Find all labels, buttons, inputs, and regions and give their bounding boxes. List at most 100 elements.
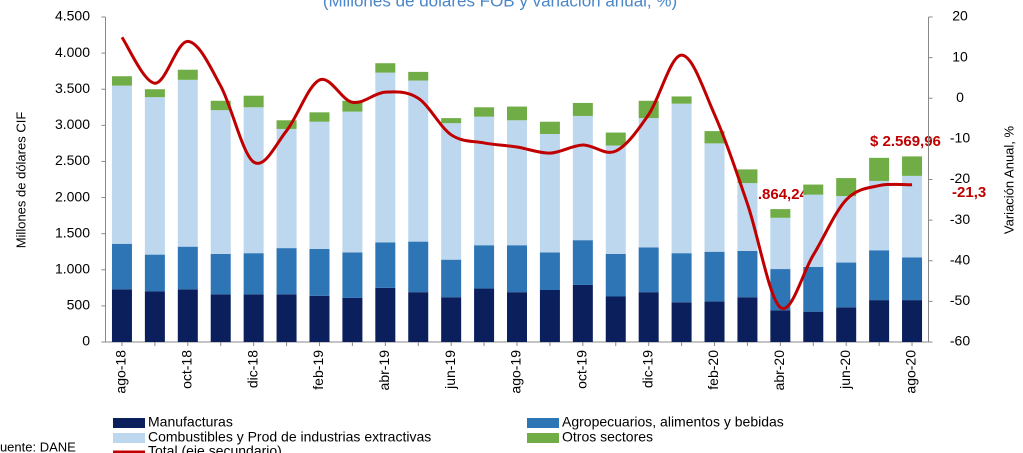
bar-segment (342, 297, 363, 342)
bar-segment (902, 257, 923, 301)
bar-segment (210, 253, 231, 295)
x-tick-label: jun-20 (837, 350, 853, 390)
legend-label: Otros sectores (562, 429, 653, 445)
bar-segment (737, 183, 758, 251)
bar-segment (441, 123, 462, 260)
bar-segment (210, 294, 231, 342)
y-tick-label: 3.000 (55, 116, 90, 132)
x-tick-label: ago-19 (508, 350, 524, 394)
bar-segment (177, 246, 198, 290)
bar-segment (671, 253, 692, 303)
bar-segment (737, 251, 758, 298)
bar-segment (144, 291, 165, 342)
bar-segment (902, 156, 923, 176)
bar-segment (770, 269, 791, 311)
bar-segment (770, 209, 791, 218)
bar-segment (803, 311, 824, 342)
bar-segment (902, 175, 923, 258)
bar-segment (276, 120, 297, 129)
bar-segment (704, 251, 725, 302)
bar-segment (111, 85, 132, 244)
bar-segment (375, 72, 396, 243)
bar-segment (375, 287, 396, 342)
legend-label: Manufacturas (148, 414, 233, 430)
bar-segment (243, 95, 264, 108)
legend-swatch (113, 418, 145, 428)
bar-segment (210, 110, 231, 254)
bar-segment (507, 106, 527, 121)
y2-tick-label: 0 (956, 89, 964, 105)
annotation: $ 2.569,96 (870, 133, 941, 150)
x-tick-label: abr-19 (376, 350, 392, 391)
legend-swatch (527, 433, 559, 443)
bar-segment (177, 289, 198, 342)
y-tick-label: 0 (82, 333, 90, 349)
x-tick-label: feb-19 (310, 350, 326, 390)
x-tick-label: ago-18 (113, 350, 129, 394)
bar-segment (408, 71, 429, 81)
bar-segment (243, 253, 264, 295)
bar-segment (836, 196, 857, 263)
bar-segment (474, 288, 495, 342)
y-tick-label: 4.500 (55, 8, 90, 24)
bar-segment (375, 63, 396, 73)
bar-segment (276, 294, 297, 342)
bar-segment (539, 290, 560, 342)
bar-segment (539, 121, 560, 134)
y2-tick-label: 10 (952, 48, 968, 64)
bar-segment (704, 301, 725, 342)
bar-segment (572, 284, 593, 342)
bar-segment (869, 180, 890, 251)
bar-segment (638, 118, 659, 248)
bar-segment (507, 245, 527, 293)
x-tick-label: jun-19 (442, 350, 458, 390)
bar-segment (474, 116, 495, 246)
x-tick-label: dic-18 (244, 350, 260, 388)
bar-segment (441, 118, 462, 124)
bar-segment (836, 262, 857, 308)
bar-segment (704, 143, 725, 252)
bar-segment (276, 128, 297, 249)
x-tick-label: ago-20 (903, 350, 919, 394)
chart-title: (Millones de dólares FOB y variación anu… (323, 0, 677, 10)
bar-segment (605, 296, 626, 342)
bar-segment (902, 300, 923, 342)
bar-segment (144, 89, 165, 98)
bar-segment (474, 107, 495, 117)
bar-segment (539, 252, 560, 290)
y-tick-label: 1.500 (55, 224, 90, 240)
bar-segment (507, 292, 527, 342)
bar-segment (309, 295, 330, 342)
y-tick-label: 3.500 (55, 80, 90, 96)
bar-segment (737, 297, 758, 342)
bar-segment (309, 248, 330, 296)
bar-segment (605, 132, 626, 146)
bar-segment (441, 259, 462, 298)
bar-segment (210, 100, 231, 111)
y-tick-label: 4.000 (55, 44, 90, 60)
bar-segment (671, 103, 692, 254)
bar-segment (309, 112, 330, 122)
bar-segment (803, 184, 824, 195)
bar-segment (572, 102, 593, 116)
line (120, 36, 913, 311)
x-tick-label: oct-18 (179, 350, 195, 389)
bar-segment (177, 69, 198, 80)
data-label: -21,3 (952, 184, 986, 201)
bar-segment (408, 80, 429, 242)
bar-segment (836, 307, 857, 342)
bar-segment (342, 111, 363, 253)
legend-swatch (113, 433, 145, 443)
bar-segment (605, 145, 626, 254)
y2-tick-label: -20 (950, 170, 970, 186)
bar-segment (671, 96, 692, 104)
bar-segment (572, 240, 593, 285)
bar-segment (507, 120, 527, 246)
bar-segment (144, 97, 165, 255)
bar-segment (671, 302, 692, 342)
y2-tick-label: -50 (950, 292, 970, 308)
bar-segment (177, 79, 198, 247)
bar-segment (276, 248, 297, 295)
y-tick-label: 1.000 (55, 260, 90, 276)
bar-segment (309, 121, 330, 249)
